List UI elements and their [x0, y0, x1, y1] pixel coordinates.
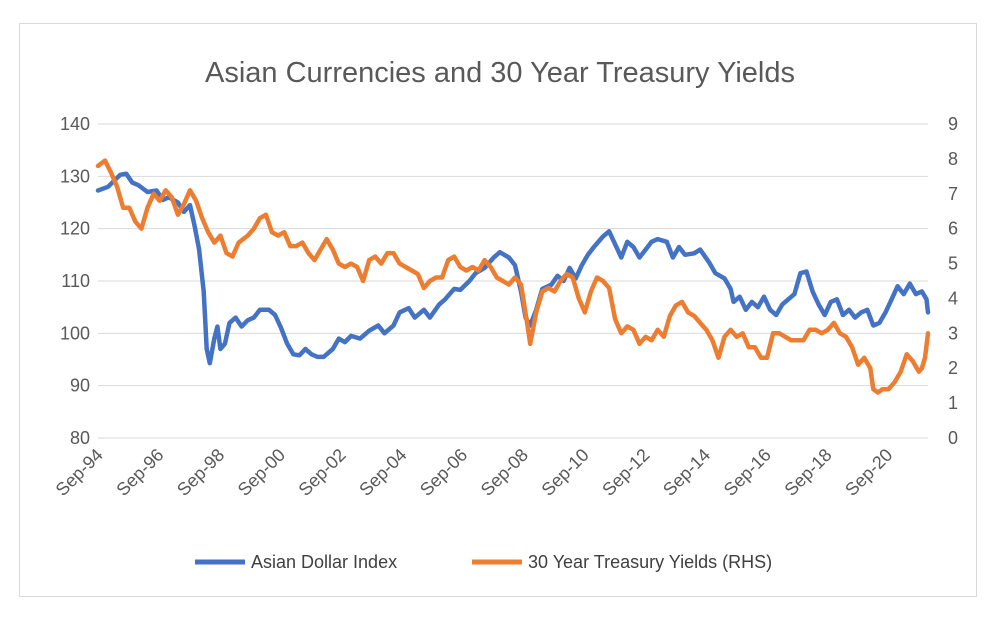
legend: Asian Dollar Index 30 Year Treasury Yiel… [195, 552, 772, 572]
left-tick-label: 120 [60, 219, 90, 239]
right-tick-label: 3 [948, 323, 958, 343]
x-tick-label: Sep-04 [355, 445, 410, 500]
gridlines [98, 123, 928, 439]
legend-label-asian-dollar-index: Asian Dollar Index [251, 552, 397, 572]
right-tick-label: 2 [948, 358, 958, 378]
x-tick-label: Sep-06 [416, 445, 471, 500]
left-tick-label: 130 [60, 166, 90, 186]
series-line-1 [95, 158, 931, 395]
right-tick-label: 6 [948, 219, 958, 239]
chart-svg: Asian Currencies and 30 Year Treasury Yi… [52, 57, 958, 572]
right-axis-ticks: 0 1 2 3 4 5 6 7 8 9 [948, 114, 958, 448]
legend-label-30-year-treasury-yields: 30 Year Treasury Yields (RHS) [528, 552, 772, 572]
right-tick-label: 4 [948, 288, 958, 308]
left-axis-ticks: 80 90 100 110 120 130 140 [60, 114, 90, 448]
x-tick-label: Sep-94 [52, 445, 107, 500]
x-tick-label: Sep-10 [538, 445, 593, 500]
x-tick-label: Sep-00 [234, 445, 289, 500]
x-tick-label: Sep-08 [477, 445, 532, 500]
right-tick-label: 1 [948, 393, 958, 413]
right-tick-label: 8 [948, 149, 958, 169]
chart-frame: Asian Currencies and 30 Year Treasury Yi… [19, 23, 977, 597]
chart-title: Asian Currencies and 30 Year Treasury Yi… [205, 57, 795, 89]
right-tick-label: 7 [948, 184, 958, 204]
left-tick-label: 110 [61, 271, 90, 291]
left-tick-label: 100 [60, 323, 90, 343]
series-line-0 [95, 171, 931, 366]
x-tick-label: Sep-18 [781, 445, 836, 500]
x-tick-label: Sep-12 [598, 445, 653, 500]
x-tick-label: Sep-16 [720, 445, 775, 500]
x-tick-label: Sep-14 [659, 445, 714, 500]
x-axis-ticks: Sep-94 Sep-96 Sep-98 Sep-00 Sep-02 Sep-04 Sep-… [52, 445, 897, 500]
left-tick-label: 90 [70, 376, 90, 396]
right-tick-label: 0 [948, 428, 958, 448]
right-tick-label: 5 [948, 254, 958, 274]
series-lines [95, 158, 931, 395]
right-tick-label: 9 [948, 114, 958, 134]
x-tick-label: Sep-02 [295, 445, 350, 500]
x-tick-label: Sep-98 [173, 445, 228, 500]
x-tick-label: Sep-20 [841, 445, 896, 500]
left-tick-label: 140 [60, 114, 90, 134]
x-tick-label: Sep-96 [112, 445, 167, 500]
left-tick-label: 80 [70, 428, 90, 448]
